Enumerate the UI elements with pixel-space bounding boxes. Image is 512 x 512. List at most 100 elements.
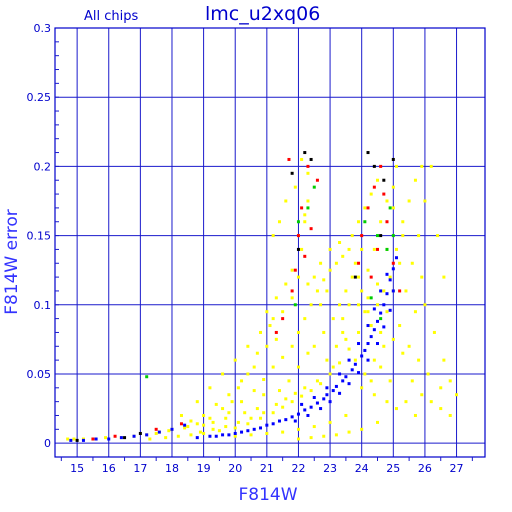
y-axis-label: F814W error [2, 209, 22, 315]
data-point [211, 427, 215, 431]
data-point [363, 310, 367, 314]
data-point [290, 289, 294, 293]
data-point [259, 330, 263, 334]
data-point [265, 344, 269, 348]
data-point [271, 422, 275, 426]
data-point [366, 358, 370, 362]
data-point [417, 234, 421, 238]
data-point [277, 389, 281, 393]
x-tick-label: 27 [450, 462, 464, 475]
data-point [319, 303, 323, 307]
data-point [290, 171, 294, 175]
data-point [202, 423, 206, 427]
data-point [315, 289, 319, 293]
data-point [347, 347, 351, 351]
data-point [360, 427, 364, 431]
data-point [306, 282, 310, 286]
data-point [240, 379, 244, 383]
data-point [296, 330, 300, 334]
data-point [404, 289, 408, 293]
data-point [240, 400, 244, 404]
data-point [379, 234, 383, 238]
data-point [328, 400, 332, 404]
data-point [306, 413, 310, 417]
data-point [410, 379, 414, 383]
data-point [376, 342, 379, 346]
data-point [246, 429, 250, 433]
data-point [75, 438, 79, 442]
data-point [413, 413, 417, 417]
data-point [154, 431, 158, 435]
data-point [94, 437, 98, 441]
data-point [366, 268, 370, 272]
data-point [281, 317, 285, 321]
data-point [429, 164, 433, 168]
series-0 [66, 157, 459, 441]
data-point [360, 234, 364, 238]
y-tick-label: 0.25 [27, 91, 52, 104]
data-point [91, 437, 95, 441]
data-point [179, 413, 183, 417]
data-point [385, 272, 389, 276]
data-point [331, 317, 335, 321]
data-point [382, 325, 386, 329]
data-point [334, 384, 338, 388]
x-tick-label: 16 [102, 462, 116, 475]
data-point [357, 261, 361, 265]
data-point [309, 303, 313, 307]
data-point [300, 157, 304, 161]
x-axis-label: F814W [238, 485, 297, 505]
data-point [376, 247, 379, 251]
data-point [300, 247, 304, 251]
x-tick-label: 19 [197, 462, 211, 475]
grid-lines [55, 27, 485, 457]
data-point [123, 436, 127, 440]
data-point [350, 234, 354, 238]
data-point [265, 423, 269, 427]
data-point [227, 433, 231, 437]
data-point [407, 199, 411, 203]
data-point [306, 199, 310, 203]
data-point [290, 268, 294, 272]
data-point [262, 393, 266, 397]
data-point [296, 220, 300, 224]
data-point [372, 164, 376, 168]
data-point [233, 431, 237, 435]
x-tick-label: 18 [165, 462, 179, 475]
data-point [363, 206, 367, 210]
data-point [344, 413, 348, 417]
data-point [376, 178, 379, 182]
data-point [227, 393, 231, 397]
x-tick-label: 26 [418, 462, 432, 475]
data-point [420, 275, 424, 279]
plot-frame [54, 27, 486, 458]
data-point [423, 303, 427, 307]
data-point [379, 164, 383, 168]
data-point [341, 330, 345, 334]
data-point [236, 386, 240, 390]
data-point [357, 220, 361, 224]
data-point [208, 416, 212, 420]
data-point [170, 427, 174, 431]
data-point [113, 434, 117, 438]
data-point [347, 358, 351, 362]
data-point [315, 379, 319, 383]
data-point [376, 234, 379, 238]
data-point [372, 328, 376, 332]
data-point [398, 261, 402, 265]
y-tick-label: 0.3 [34, 22, 52, 35]
data-point [325, 386, 329, 390]
data-point [119, 436, 123, 440]
data-point [293, 303, 297, 307]
data-point [388, 379, 392, 383]
data-point [303, 151, 307, 155]
data-point [360, 386, 364, 390]
data-point [315, 401, 319, 405]
data-point [303, 213, 307, 217]
data-point [379, 311, 383, 315]
data-point [322, 397, 326, 401]
data-point [227, 411, 231, 415]
data-point [208, 386, 212, 390]
data-point [347, 303, 351, 307]
data-point [183, 426, 187, 430]
